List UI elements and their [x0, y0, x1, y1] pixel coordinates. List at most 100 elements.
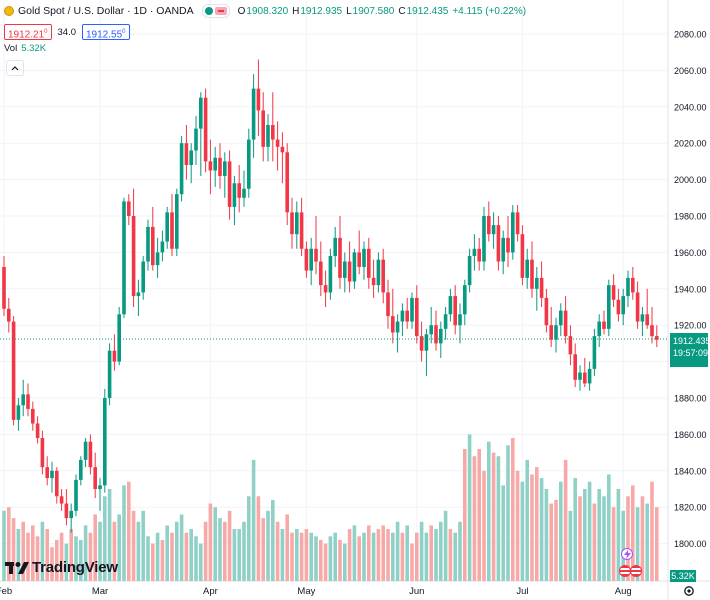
candle-body	[45, 467, 49, 479]
volume-bar	[88, 532, 93, 581]
volume-bar	[127, 481, 131, 581]
volume-bar	[45, 529, 49, 581]
candle-body	[391, 316, 395, 333]
volume-bar	[21, 521, 25, 581]
volume-bar	[343, 543, 347, 581]
volume-label[interactable]: Vol	[4, 43, 18, 54]
symbol-legend: Gold Spot / U.S. Dollar · 1D · OANDA O19…	[4, 4, 530, 18]
volume-bar	[501, 485, 505, 581]
candle-body	[261, 110, 265, 147]
candle-body	[501, 237, 505, 262]
candle-body	[247, 139, 251, 189]
volume-bar	[69, 529, 73, 581]
candle-body	[304, 248, 309, 271]
candle-body	[631, 277, 635, 293]
volume-bar	[16, 529, 21, 581]
candle-body	[635, 292, 640, 322]
buy-button[interactable]: 1912.550	[82, 24, 130, 40]
candle-body	[362, 248, 366, 267]
collapse-legend-button[interactable]	[6, 60, 24, 76]
symbol-title[interactable]: Gold Spot / U.S. Dollar · 1D · OANDA	[18, 5, 194, 17]
volume-bar	[107, 489, 112, 581]
candle-body	[328, 256, 333, 293]
candle-body	[208, 161, 213, 171]
volume-bar	[530, 474, 534, 581]
volume-bar	[323, 543, 328, 581]
y-tick-label: 1880.00	[674, 394, 707, 404]
y-tick-label: 1820.00	[674, 503, 707, 513]
volume-bar	[50, 547, 54, 581]
candle-body	[203, 97, 208, 162]
legend-toggle-pill[interactable]	[201, 4, 230, 18]
volume-bar	[371, 532, 376, 581]
volume-bar	[448, 529, 453, 581]
volume-bar	[203, 521, 208, 581]
volume-bar	[626, 496, 630, 581]
volume-bar	[319, 539, 323, 581]
volume-bar	[333, 532, 337, 581]
volume-bar	[31, 525, 35, 581]
volume-bar	[179, 514, 184, 581]
volume-bar	[208, 503, 213, 581]
candle-body	[146, 226, 150, 262]
candle-body	[367, 248, 371, 278]
volume-bar	[386, 529, 390, 581]
candle-body	[650, 325, 654, 337]
volume-bar	[645, 503, 649, 581]
candle-body	[400, 310, 405, 322]
sell-button[interactable]: 1912.210	[4, 24, 52, 40]
candle-body	[645, 314, 649, 326]
y-tick-label: 2060.00	[674, 66, 707, 76]
candle-body	[530, 259, 534, 289]
y-tick-label: 1860.00	[674, 430, 707, 440]
candle-body	[266, 125, 270, 147]
candle-body	[573, 354, 577, 380]
x-tick-label: Aug	[615, 586, 632, 597]
volume-bar	[59, 532, 64, 581]
last-price-tag: 1912.435 19:57:09	[670, 333, 710, 367]
volume-bar	[194, 536, 198, 581]
candle-body	[136, 292, 141, 297]
volume-bar	[525, 459, 529, 581]
candle-body	[559, 310, 563, 326]
volume-bar	[381, 525, 385, 581]
candle-body	[515, 212, 520, 235]
lightning-icon[interactable]	[621, 548, 633, 560]
gold-coin-icon	[4, 6, 14, 16]
volume-bar	[213, 507, 217, 581]
volume-bar	[429, 525, 433, 581]
candle-body	[256, 88, 261, 111]
candle-body	[352, 252, 357, 282]
volume-bar	[554, 499, 558, 581]
candle-body	[410, 297, 414, 322]
volume-bar	[275, 521, 280, 581]
settings-gear-icon[interactable]	[683, 585, 695, 597]
volume-bar	[11, 518, 16, 581]
candle-body	[271, 125, 275, 140]
candle-body	[160, 241, 165, 253]
volume-bar	[511, 438, 515, 581]
volume-bar	[160, 539, 165, 581]
trade-buttons: 1912.210 34.0 1912.550	[4, 24, 130, 40]
x-tick-label: Jul	[516, 586, 528, 597]
candle-body	[405, 310, 409, 322]
candle-body	[371, 277, 376, 286]
bar-countdown: 19:57:09	[673, 348, 709, 358]
candle-body	[520, 234, 525, 278]
us-flag-icon[interactable]	[630, 565, 642, 577]
candle-body	[223, 161, 227, 176]
candle-body	[616, 299, 621, 315]
volume-bar	[2, 510, 6, 581]
candle-body	[79, 459, 83, 480]
volume-bar	[458, 521, 462, 581]
candle-body	[347, 261, 352, 282]
volume-bar	[602, 496, 606, 581]
tradingview-logo[interactable]: TradingView	[5, 559, 118, 576]
candle-body	[7, 308, 11, 322]
volume-bar	[7, 507, 11, 581]
remove-icon[interactable]	[214, 7, 227, 15]
ohlc-change: +4.115 (+0.22%)	[452, 5, 527, 17]
candle-body	[343, 261, 347, 278]
